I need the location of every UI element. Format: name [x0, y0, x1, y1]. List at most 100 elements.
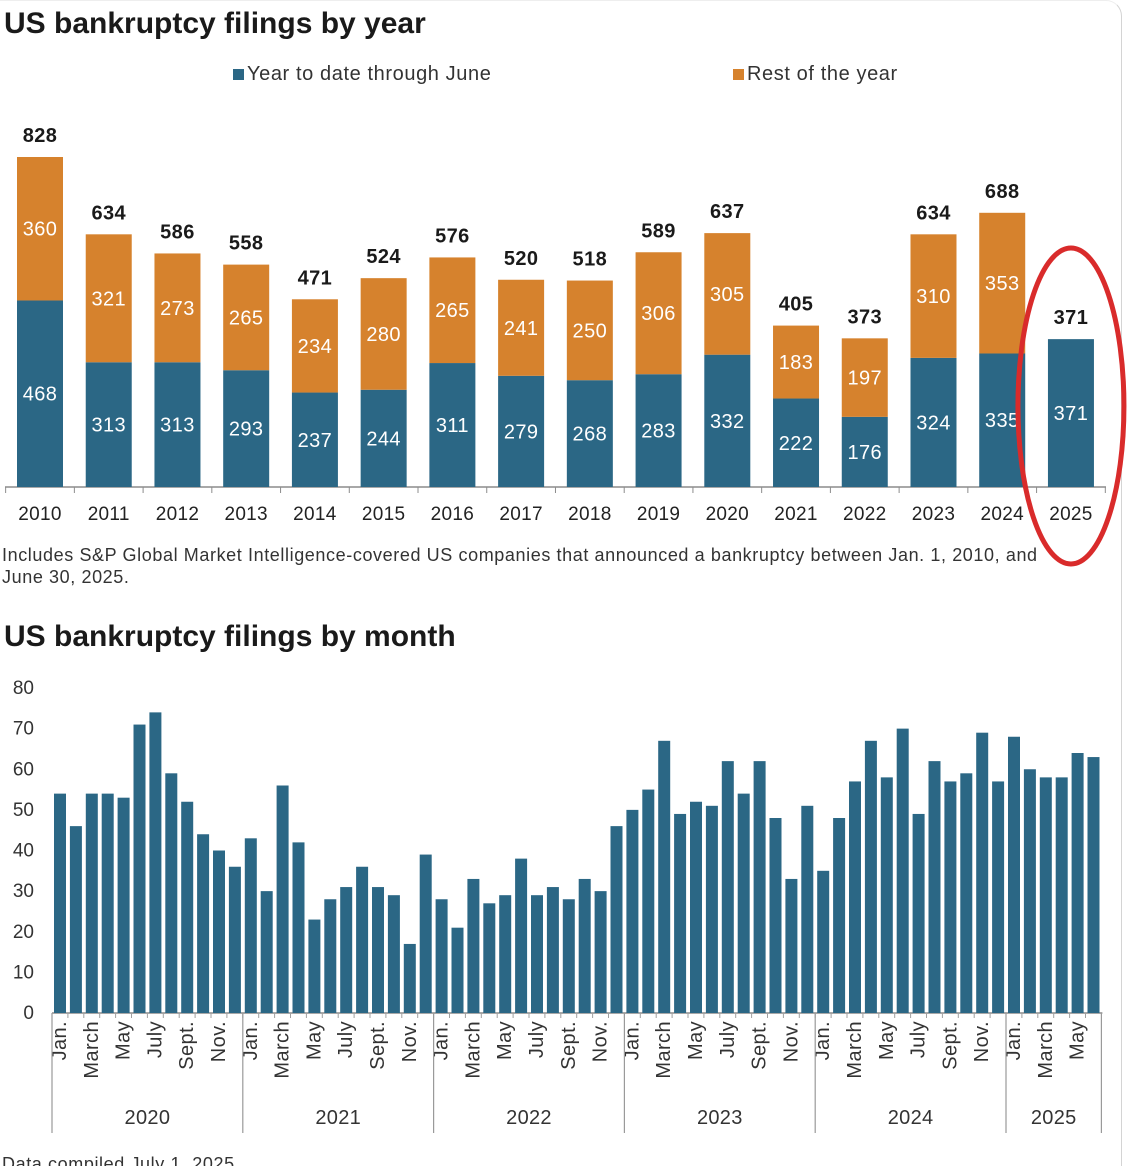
month-tick-label: March — [81, 1021, 103, 1079]
rest-of-year-value-label: 234 — [298, 336, 333, 358]
ytd-value-label: 468 — [23, 384, 58, 406]
month-bar — [992, 781, 1005, 1013]
ytd-bar-2020 — [704, 354, 751, 487]
ytd-bar-2019 — [635, 374, 682, 487]
month-tick-label: Jan. — [621, 1021, 643, 1060]
total-label: 471 — [298, 267, 333, 289]
month-bar — [149, 712, 162, 1013]
year-axis-label: 2015 — [362, 504, 405, 525]
year-chart-footnote: Includes S&P Global Market Intelligence-… — [2, 545, 1038, 587]
rest-of-year-value-label: 197 — [847, 368, 882, 390]
month-tick-label: May — [113, 1021, 135, 1060]
month-tick-label: March — [653, 1021, 675, 1079]
month-bar — [674, 813, 687, 1013]
year-group-label: 2020 — [125, 1107, 171, 1129]
rest-of-year-value-label: 183 — [779, 352, 814, 374]
y-tick-label: 70 — [13, 719, 34, 740]
rest-of-year-value-label: 305 — [710, 284, 745, 306]
month-bar — [1023, 769, 1036, 1013]
total-label: 589 — [641, 220, 676, 242]
year-chart: 468 360 828 2010 313 321 634 2011 313 273 586 2012 2… — [5, 125, 1127, 567]
month-bar — [785, 878, 798, 1013]
month-bar — [546, 887, 559, 1013]
month-bar — [69, 826, 82, 1013]
month-tick-label: Sept. — [939, 1021, 961, 1070]
month-bar — [54, 793, 66, 1013]
rest-of-year-bar-2024 — [979, 212, 1026, 354]
year-group-label: 2025 — [1031, 1107, 1077, 1129]
total-label: 828 — [23, 125, 58, 147]
rest-of-year-value-label: 321 — [91, 288, 126, 310]
rest-of-year-value-label: 250 — [573, 320, 608, 342]
y-tick-label: 60 — [13, 759, 34, 780]
ytd-bar-2014 — [291, 392, 338, 487]
rest-of-year-value-label: 265 — [435, 300, 470, 322]
rest-of-year-bar-2010 — [17, 157, 63, 301]
month-bar — [769, 818, 782, 1013]
ytd-bar-2018 — [566, 380, 613, 487]
month-bar — [817, 870, 830, 1013]
ytd-value-label: 313 — [160, 415, 195, 437]
year-group-label: 2021 — [315, 1107, 361, 1129]
month-bar — [626, 809, 639, 1013]
y-tick-label: 50 — [13, 800, 34, 821]
month-tick-label: May — [494, 1021, 516, 1060]
month-tick-label: March — [1035, 1021, 1057, 1079]
month-bar — [705, 805, 718, 1013]
rest-of-year-value-label: 280 — [366, 324, 401, 346]
month-tick-label: Sept. — [558, 1021, 580, 1070]
month-tick-label: Nov. — [971, 1021, 993, 1062]
month-tick-label: Jan. — [1003, 1021, 1025, 1060]
rest-of-year-bar-2020 — [704, 233, 751, 355]
month-tick-label: Nov. — [780, 1021, 802, 1062]
month-chart-title: US bankruptcy filings by month — [4, 620, 456, 653]
month-bar — [356, 866, 369, 1013]
ytd-bar-2016 — [429, 363, 476, 487]
month-bar — [228, 866, 241, 1013]
month-tick-label: Jan. — [240, 1021, 262, 1060]
month-tick-label: Nov. — [208, 1021, 230, 1062]
legend-swatch-rest — [733, 68, 744, 80]
legend-swatch-ytd — [233, 68, 244, 80]
rest-of-year-bar-2017 — [498, 279, 545, 376]
total-label: 637 — [710, 201, 745, 223]
year-axis-label: 2021 — [774, 504, 817, 525]
rest-of-year-value-label: 273 — [160, 298, 195, 320]
month-bar — [515, 858, 528, 1013]
ytd-value-label: 222 — [779, 433, 814, 455]
rest-of-year-bar-2021 — [773, 325, 820, 399]
rest-of-year-value-label: 353 — [985, 273, 1020, 295]
month-bar — [451, 927, 464, 1013]
rest-of-year-bar-2022 — [841, 338, 888, 417]
month-chart: 0 10 20 30 40 50 60 70 80 Jan. March May July Sept. No… — [13, 678, 1103, 1133]
month-tick-label: May — [1067, 1021, 1089, 1060]
month-bar — [133, 724, 146, 1013]
total-label: 520 — [504, 248, 539, 270]
ytd-bar-2025 — [1047, 339, 1094, 487]
month-bar — [1071, 753, 1084, 1013]
month-tick-label: Sept. — [749, 1021, 771, 1070]
month-bar — [849, 781, 861, 1013]
ytd-value-label: 268 — [573, 424, 608, 446]
month-bar — [944, 781, 957, 1013]
month-bar — [117, 797, 130, 1013]
month-bar — [833, 818, 846, 1013]
total-label: 373 — [847, 306, 882, 328]
month-tick-label: Sept. — [367, 1021, 389, 1070]
total-label: 634 — [91, 202, 126, 224]
legend-label-ytd: Year to date through June — [247, 63, 492, 85]
month-bar — [594, 891, 607, 1013]
month-bar — [276, 785, 289, 1013]
month-bar — [1055, 777, 1068, 1013]
rest-of-year-bar-2018 — [566, 280, 613, 381]
month-bar — [801, 805, 814, 1013]
month-bar — [324, 899, 337, 1013]
month-bar — [690, 801, 702, 1013]
year-axis-label: 2016 — [431, 504, 474, 525]
ytd-value-label: 293 — [229, 419, 264, 441]
legend-item-ytd: Year to date through June — [233, 62, 491, 86]
month-tick-label: July — [717, 1021, 739, 1058]
rest-of-year-value-label: 360 — [23, 219, 58, 241]
ytd-value-label: 176 — [847, 442, 882, 464]
